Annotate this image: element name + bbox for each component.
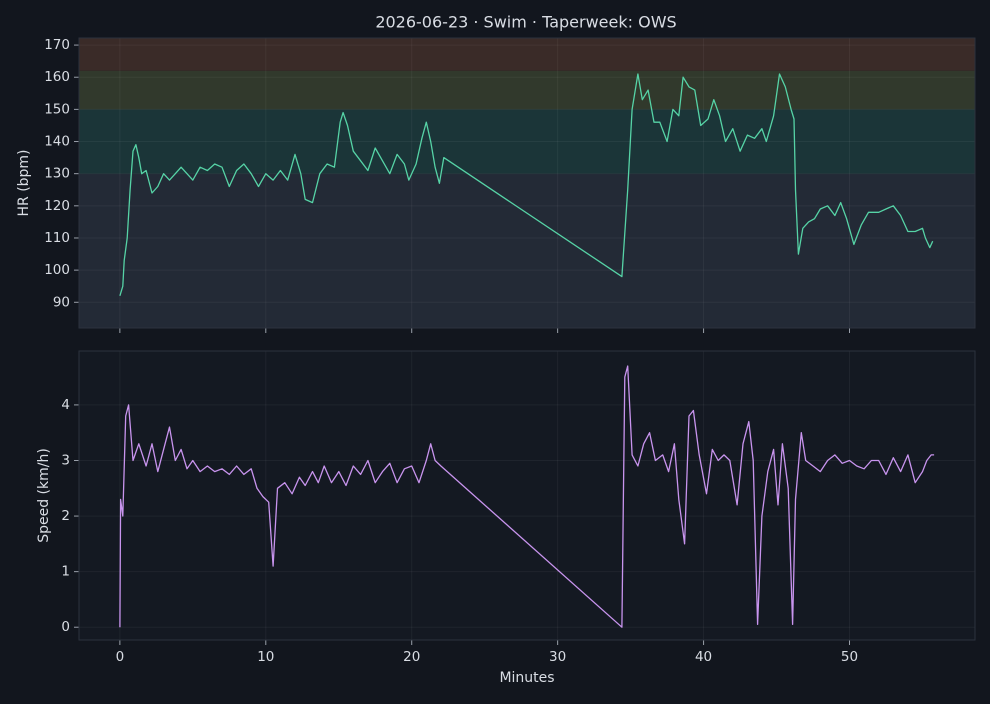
- y-tick-label: 90: [53, 294, 70, 310]
- y-tick-label: 130: [44, 166, 70, 182]
- y-axis-label: HR (bpm): [16, 149, 32, 216]
- x-tick-label: 30: [549, 649, 566, 665]
- y-tick-label: 3: [61, 452, 70, 468]
- x-axis-label: Minutes: [499, 670, 554, 686]
- y-tick-label: 4: [61, 397, 70, 413]
- plot-area: [79, 38, 975, 328]
- data-line: [119, 365, 935, 628]
- plot-area: [79, 351, 975, 640]
- hr-zone: [79, 38, 975, 71]
- hr-zone: [79, 173, 975, 328]
- x-tick-label: 50: [841, 649, 858, 665]
- x-tick-label: 10: [257, 649, 274, 665]
- y-tick-label: 2: [61, 508, 70, 524]
- y-tick-label: 170: [44, 37, 70, 53]
- chart-title: 2026-06-23 · Swim · Taperweek: OWS: [375, 13, 676, 32]
- y-tick-label: 140: [44, 134, 70, 150]
- y-axis-label: Speed (km/h): [36, 448, 52, 543]
- hr-zone: [79, 109, 975, 174]
- axes-background: [79, 351, 975, 640]
- x-tick-label: 20: [403, 649, 420, 665]
- y-tick-label: 150: [44, 101, 70, 117]
- y-tick-label: 160: [44, 69, 70, 85]
- y-tick-label: 100: [44, 262, 70, 278]
- x-tick-label: 40: [695, 649, 712, 665]
- y-tick-label: 120: [44, 198, 70, 214]
- axes-frame: [78, 37, 976, 329]
- x-tick-label: 0: [116, 649, 125, 665]
- y-tick-label: 1: [61, 564, 70, 580]
- hr-zone: [79, 70, 975, 110]
- data-line: [119, 73, 934, 296]
- y-tick-label: 110: [44, 230, 70, 246]
- axes-frame: [78, 350, 976, 641]
- y-tick-label: 0: [61, 619, 70, 635]
